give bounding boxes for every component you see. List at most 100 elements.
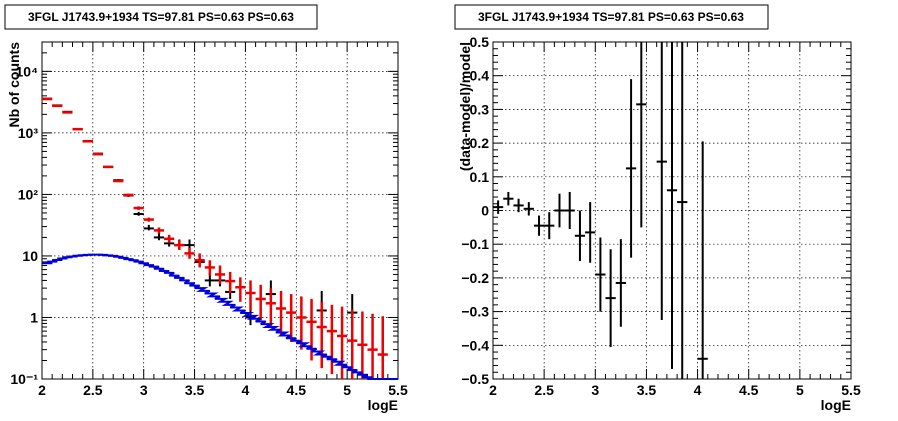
residual-point [605,249,616,347]
residual-point [636,42,647,228]
model-count-point [214,265,226,284]
model-count-point [326,304,337,375]
model-count-point [52,104,63,108]
y-tick-label: 0.4 [470,68,490,84]
model-count-point [194,253,205,268]
y-tick-label: 10⁻¹ [10,371,38,387]
model-count-point [72,127,83,131]
model-count-point [225,271,236,293]
model-count-point [113,179,124,183]
model-curve-line [42,253,398,380]
data-point [184,239,195,249]
model-count-point [82,140,93,143]
model-count-point [62,111,73,114]
y-tick-label: 0 [481,203,489,219]
model-count-point [377,316,388,379]
model-count-point [255,284,266,321]
residual-point [595,237,606,312]
y-tick-label: 0.1 [470,169,490,185]
y-tick-label: 10² [18,186,39,202]
left-panel-counts: 3FGL J1743.9+1934 TS=97.81 PS=0.63 PS=0.… [4,4,408,413]
plot-frame [41,41,399,380]
x-tick-label: 4.5 [287,382,307,398]
right-title-box [454,4,769,30]
data-point [153,232,165,241]
residual-point [554,193,565,228]
x-tick-label: 5 [796,382,804,398]
y-tick-label: 10 [22,248,38,264]
model-count-point [265,288,276,328]
model-count-point [133,206,144,210]
residual-point [503,191,514,206]
residual-point [523,202,534,216]
model-count-point [275,290,287,336]
model-count-point [286,294,297,342]
model-count-point [245,280,256,311]
right-panel-residuals: 3FGL J1743.9+1934 TS=97.81 PS=0.63 PS=0.… [454,4,861,413]
y-tick-label: 0.3 [470,101,490,117]
model-count-point [306,298,317,361]
model-count-point [143,217,154,222]
residual-point [656,42,667,321]
left-x-axis-label: logE [368,397,398,413]
model-count-point [103,165,114,169]
right-plot-area: 2 2.5 3 3.5 4 4.5 5 5.5 −0.5 −0.4 −0.3 −0.2 −0.1 0 0.1… [461,34,861,398]
x-tick-label: 4 [242,382,250,398]
y-tick-label: −0.4 [461,337,489,353]
x-tick-label: 5.5 [388,382,408,398]
x-tick-label: 2 [489,382,497,398]
model-count-point [357,311,368,379]
residual-point [666,42,678,369]
residual-point [625,79,637,258]
model-count-point [204,260,215,276]
left-title-box [4,4,318,30]
y-tick-label: 1 [30,309,38,325]
y-tick-label: 10³ [18,125,39,141]
x-tick-label: 3 [591,382,599,398]
data-point [133,211,144,216]
y-tick-label: −0.1 [461,236,489,252]
model-count-point [164,234,175,243]
residual-point [533,215,545,236]
x-tick-label: 3.5 [185,382,205,398]
x-tick-label: 5 [343,382,351,398]
left-chart-title: 3FGL J1743.9+1934 TS=97.81 PS=0.63 PS=0.… [28,10,294,24]
residual-point [544,212,555,240]
model-count-point [92,152,104,156]
residual-point [677,42,688,379]
x-tick-label: 5.5 [841,382,861,398]
residual-point [564,191,575,230]
residual-point [513,198,524,213]
model-count-point [316,301,327,369]
y-tick-label: −0.5 [461,371,489,387]
residual-point [585,202,596,263]
x-tick-label: 2 [38,382,46,398]
model-count-point [235,277,246,302]
right-chart-title: 3FGL J1743.9+1934 TS=97.81 PS=0.63 PS=0.… [478,10,744,24]
residual-point [493,200,504,214]
x-tick-label: 3.5 [637,382,657,398]
x-tick-label: 4.5 [739,382,759,398]
y-tick-label: 0.5 [470,34,490,50]
y-tick-label: −0.3 [461,304,489,320]
residual-point [697,141,708,379]
left-plot-area: 2 2.5 3 3.5 4 4.5 5 5.5 10⁻¹ 1 10 10² 10³ 10⁴ [10,41,408,398]
model-count-point [123,193,134,197]
x-tick-label: 2.5 [83,382,103,398]
right-y-axis-label: (data-model)/model [457,42,473,171]
model-count-point [42,97,53,101]
x-tick-label: 3 [140,382,148,398]
residual-point [615,239,626,327]
y-tick-label: 10⁴ [16,63,39,79]
model-count-point [184,247,195,259]
right-x-axis-label: logE [821,397,851,413]
data-point [143,224,154,231]
left-y-axis-label: Nb of counts [6,42,22,128]
model-count-point [174,240,185,250]
y-tick-label: 0.2 [470,135,490,151]
residual-point [574,210,586,262]
y-tick-label: −0.2 [461,270,489,286]
model-count-point [367,313,378,379]
x-tick-label: 2.5 [534,382,554,398]
